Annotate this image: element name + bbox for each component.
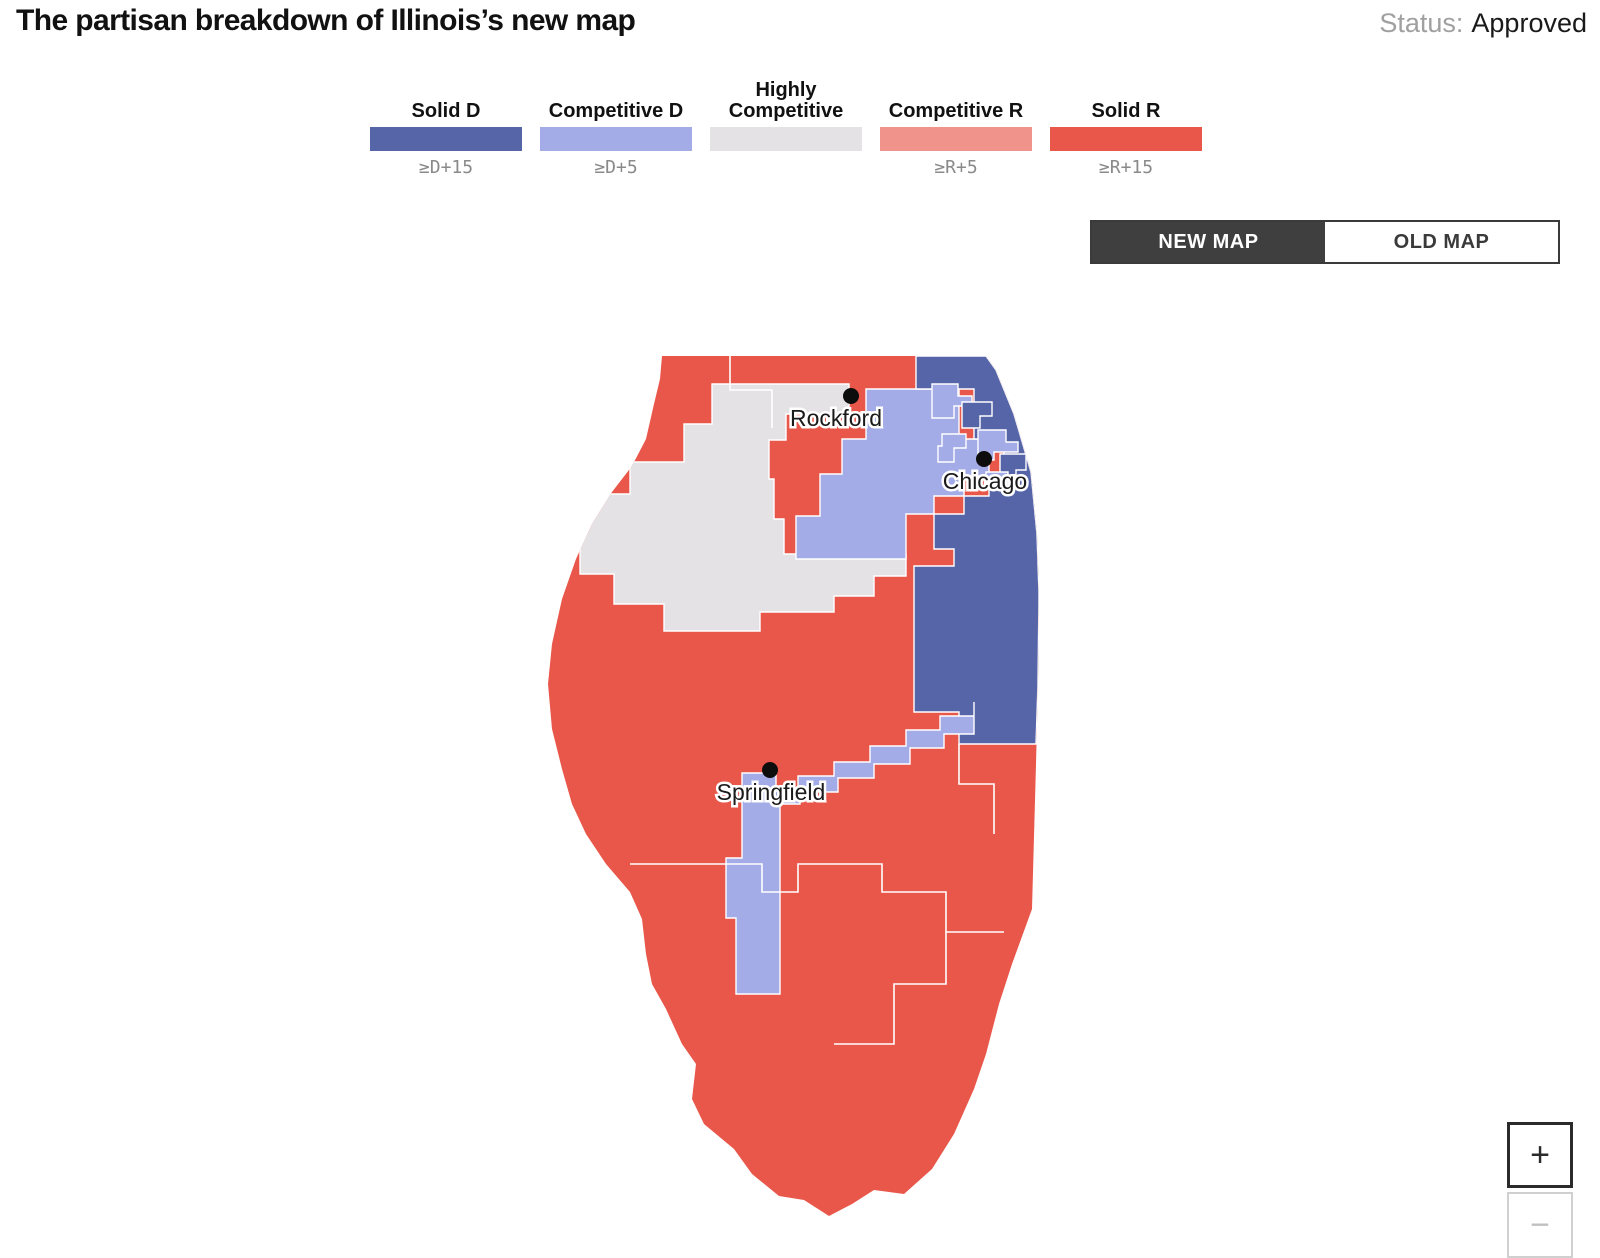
legend-item-solid-d: Solid D ≥D+15 [370,74,522,178]
legend-item-solid-r: Solid R ≥R+15 [1050,74,1202,178]
city-dot-rockford [843,388,859,404]
status-value: Approved [1471,8,1587,38]
districts-layer [579,356,1039,1045]
zoom-out-button[interactable]: − [1507,1192,1573,1258]
legend-swatch-solid-d [370,127,522,151]
illinois-district-map[interactable]: Rockford Chicago Springfield [534,344,1050,1224]
legend-sublabel [710,157,862,177]
district-boundary-line [958,744,995,834]
legend: Solid D ≥D+15 Competitive D ≥D+5 Highly Comp… [370,74,1202,178]
toggle-new-map-button[interactable]: NEW MAP [1092,222,1325,262]
legend-swatch-solid-r [1050,127,1202,151]
district-boundary-line [834,932,947,1045]
district-competitive-d-springfield-strip[interactable] [725,702,975,995]
legend-sublabel: ≥D+5 [594,157,638,178]
legend-swatch-highly-competitive [710,127,862,151]
district-boundary-line [729,356,773,428]
legend-sublabel: ≥D+15 [418,157,474,178]
district-boundary-line [630,863,1004,933]
legend-item-highly-competitive: Highly Competitive [710,74,862,178]
map-svg[interactable]: Rockford Chicago Springfield [534,344,1050,1224]
city-label-chicago: Chicago [943,468,1027,494]
legend-label: Highly Competitive [728,79,844,122]
legend-label: Competitive R [888,100,1024,122]
metro-detail-2[interactable] [961,401,993,429]
metro-detail-5[interactable] [985,471,1009,485]
district-highly-competitive-snake[interactable] [579,383,907,632]
city-dot-springfield [762,762,778,778]
status-label: Status: [1379,8,1464,38]
legend-label: Competitive D [548,100,684,122]
legend-sublabel: ≥R+15 [1098,157,1154,178]
city-label-rockford: Rockford [790,405,882,431]
toggle-old-map-button[interactable]: OLD MAP [1325,222,1558,262]
metro-detail-6[interactable] [937,433,967,463]
legend-swatch-competitive-d [540,127,692,151]
zoom-in-button[interactable]: + [1507,1122,1573,1188]
legend-item-competitive-r: Competitive R ≥R+5 [880,74,1032,178]
legend-label: Solid R [1091,100,1161,122]
status: Status: Approved [1379,8,1587,39]
page-title: The partisan breakdown of Illinois’s new… [16,4,636,37]
map-version-toggle: NEW MAP OLD MAP [1090,220,1560,264]
legend-swatch-competitive-r [880,127,1032,151]
legend-item-competitive-d: Competitive D ≥D+5 [540,74,692,178]
city-dot-chicago [976,451,992,467]
city-label-springfield: Springfield [717,779,826,805]
legend-sublabel: ≥R+5 [934,157,978,178]
legend-label: Solid D [411,100,481,122]
